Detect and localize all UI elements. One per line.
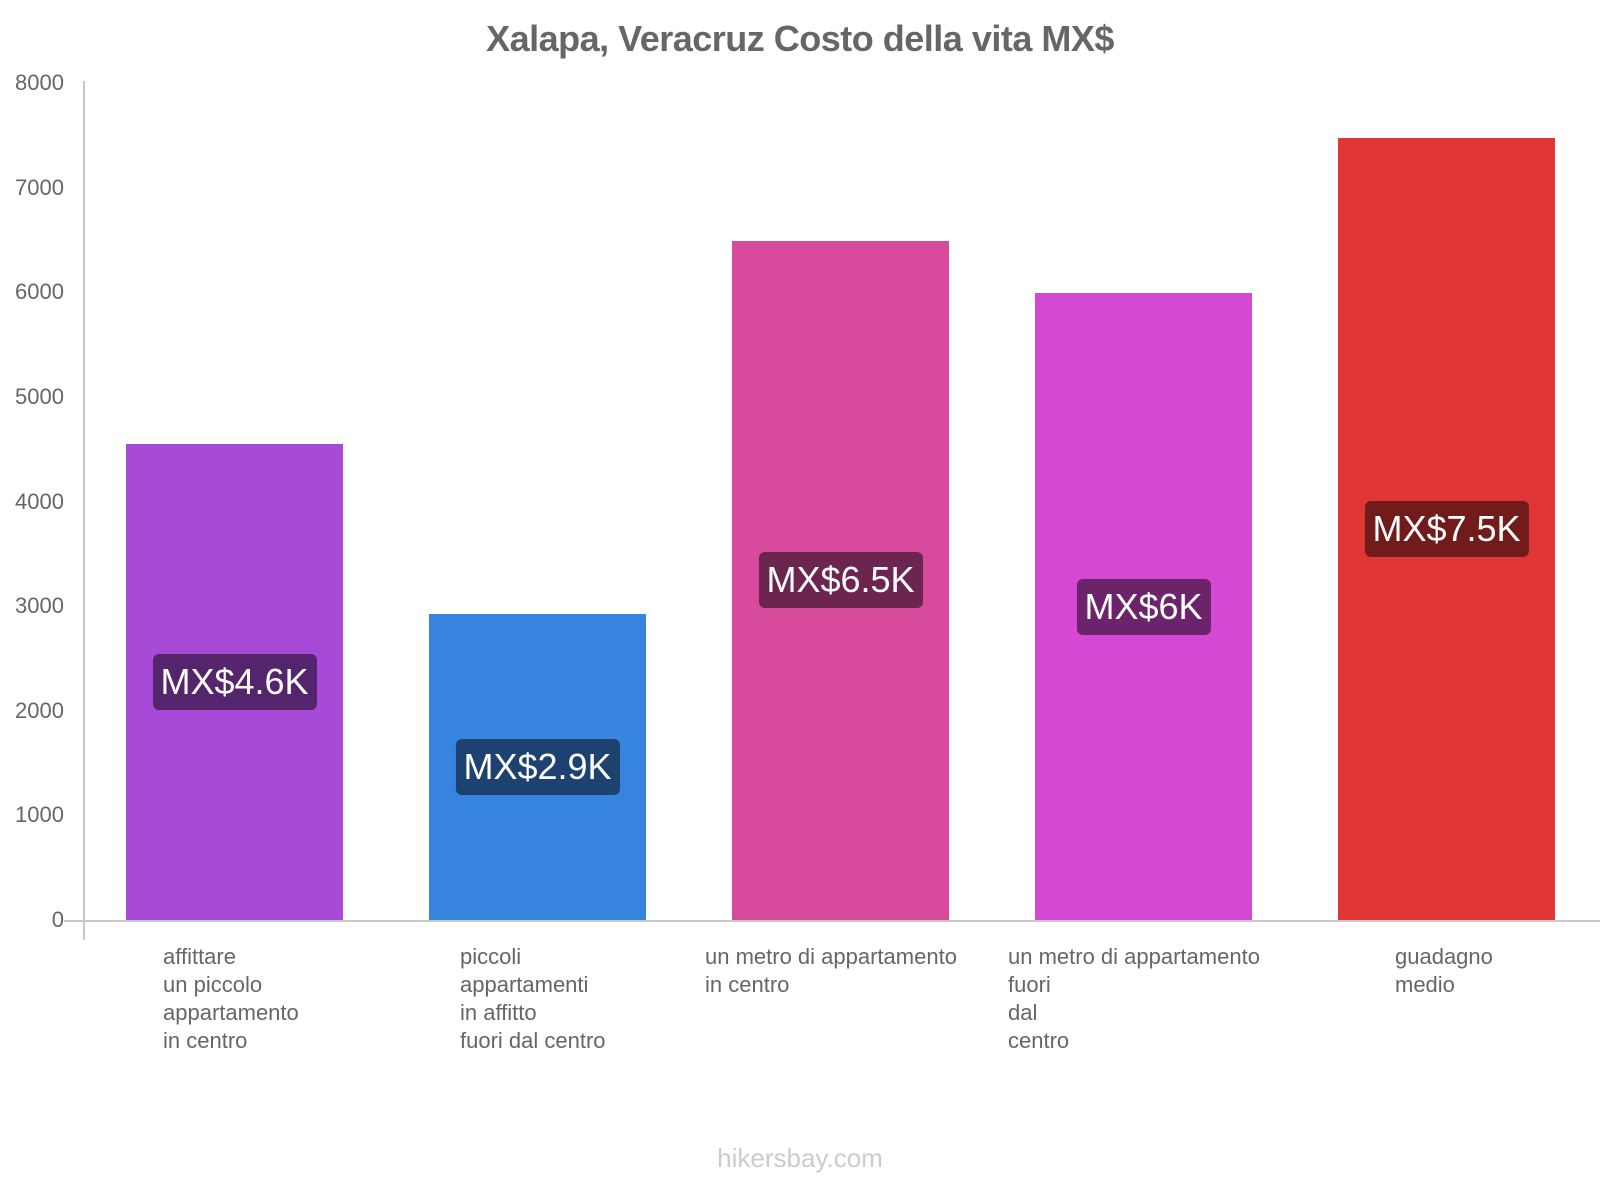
y-tick-label: 4000 [15, 488, 64, 514]
x-axis-line [64, 920, 1600, 922]
y-tick-label: 3000 [15, 593, 64, 619]
x-category-label: un metro di appartamento fuori dal centr… [1008, 944, 1260, 1053]
y-axis-line [83, 81, 85, 940]
watermark: hikersbay.com [717, 1143, 883, 1173]
x-category-label: un metro di appartamento in centro [705, 944, 957, 997]
y-tick-label: 5000 [15, 383, 64, 409]
bar-value-label: MX$4.6K [152, 653, 317, 710]
x-category-label: piccoli appartamenti in affitto fuori da… [460, 944, 606, 1053]
bar-value-label: MX$6K [1076, 578, 1211, 635]
bar-value-label: MX$7.5K [1364, 500, 1529, 557]
x-category-label: affittare un piccolo appartamento in cen… [163, 944, 299, 1053]
y-tick-label: 6000 [15, 279, 64, 305]
bar-value-label: MX$6.5K [758, 552, 923, 609]
y-tick-label: 2000 [15, 697, 64, 723]
bar-value-label: MX$2.9K [455, 738, 620, 795]
y-tick-mark [64, 920, 84, 921]
chart-title: Xalapa, Veracruz Costo della vita MX$ [486, 18, 1114, 59]
y-tick-label: 0 [51, 907, 64, 932]
y-tick-label: 1000 [15, 802, 64, 828]
x-category-label: guadagno medio [1395, 944, 1493, 997]
y-tick-label: 7000 [15, 174, 64, 200]
y-tick-label: 8000 [15, 70, 64, 95]
